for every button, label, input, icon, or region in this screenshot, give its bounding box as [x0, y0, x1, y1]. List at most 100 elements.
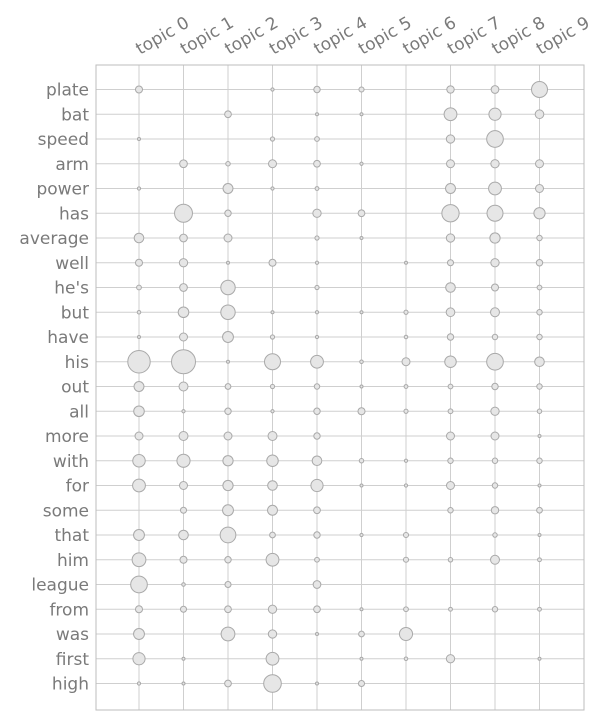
bubble-have-topic-4	[314, 334, 320, 340]
bubble-was-topic-2	[220, 626, 236, 642]
bubble-for-topic-1	[179, 481, 188, 490]
bubble-power-topic-4	[314, 186, 320, 191]
bubble-average-topic-8	[489, 232, 501, 244]
bubble-speed-topic-0	[137, 137, 141, 141]
bubble-his-topic-9	[534, 356, 545, 368]
bubble-hes-topic-2	[220, 279, 236, 296]
bubble-all-topic-0	[133, 405, 145, 418]
bubble-his-topic-3	[264, 353, 281, 371]
bubble-average-topic-7	[445, 233, 456, 243]
bubble-arm-topic-4	[313, 159, 321, 168]
bubble-average-topic-5	[359, 236, 364, 240]
bubble-arm-topic-1	[179, 159, 188, 169]
bubble-plate-topic-9	[531, 81, 548, 98]
bubble-was-topic-3	[267, 629, 278, 639]
y-tick-label: power	[36, 180, 89, 200]
bubble-have-topic-9	[536, 333, 543, 341]
bubble-him-topic-6	[402, 556, 410, 563]
y-tick-label: arm	[55, 155, 89, 175]
bubble-power-topic-8	[488, 181, 502, 196]
bubble-for-topic-3	[267, 480, 278, 491]
bubble-more-topic-7	[446, 431, 455, 441]
bubble-more-topic-3	[267, 431, 278, 441]
bubble-all-topic-5	[357, 407, 366, 416]
bubble-was-topic-5	[358, 630, 365, 638]
bubble-his-topic-8	[486, 352, 504, 371]
bubble-his-topic-6	[401, 357, 411, 367]
bubble-speed-topic-8	[486, 130, 504, 148]
bubble-some-topic-2	[222, 504, 234, 517]
bubble-him-topic-4	[314, 556, 320, 563]
bubble-but-topic-5	[359, 310, 364, 315]
bubble-more-topic-9	[537, 434, 542, 438]
bubble-with-topic-1	[176, 453, 191, 468]
bubble-plate-topic-4	[313, 85, 321, 94]
y-tick-label: high	[52, 675, 89, 695]
bubble-more-topic-1	[178, 431, 189, 441]
bubble-out-topic-4	[313, 383, 321, 390]
y-tick-label: average	[19, 229, 89, 249]
bubble-first-topic-5	[359, 656, 364, 661]
y-tick-label: has	[59, 204, 89, 224]
bubble-have-topic-3	[269, 334, 276, 340]
bubble-more-topic-0	[134, 431, 144, 441]
bubble-arm-topic-8	[490, 159, 500, 169]
bubble-with-topic-6	[403, 458, 409, 463]
bubble-average-topic-2	[223, 233, 233, 243]
y-tick-label: more	[45, 427, 89, 447]
bubble-him-topic-1	[179, 555, 188, 564]
bubble-that-topic-4	[313, 531, 321, 539]
y-tick-label: first	[56, 650, 90, 670]
y-tick-label: him	[57, 551, 89, 571]
bubble-with-topic-5	[358, 458, 365, 464]
bubble-him-topic-0	[131, 552, 147, 568]
bubble-power-topic-3	[270, 186, 275, 191]
bubble-from-topic-2	[224, 605, 232, 614]
bubble-average-topic-4	[314, 235, 320, 241]
bubble-hes-topic-9	[536, 284, 543, 291]
bubble-high-topic-5	[357, 679, 366, 688]
bubble-league-topic-0	[130, 575, 148, 594]
bubble-high-topic-0	[136, 681, 142, 686]
bubble-for-topic-4	[310, 478, 324, 493]
bubble-his-topic-7	[444, 355, 457, 369]
bubble-but-topic-8	[490, 307, 500, 318]
bubble-high-topic-1	[181, 681, 186, 686]
y-tick-label: bat	[61, 105, 89, 125]
bubble-but-topic-0	[136, 309, 142, 315]
bubble-average-topic-0	[133, 232, 145, 244]
bubble-that-topic-3	[269, 531, 276, 539]
bubble-league-topic-1	[181, 582, 186, 587]
bubble-has-topic-2	[224, 209, 232, 217]
y-tick-label: plate	[46, 81, 89, 101]
bubble-well-topic-8	[490, 258, 500, 268]
bubble-well-topic-7	[446, 259, 455, 267]
bubble-well-topic-0	[134, 258, 144, 267]
bubble-league-topic-2	[224, 580, 232, 589]
bubble-but-topic-4	[314, 310, 320, 315]
bubble-for-topic-9	[537, 483, 542, 488]
bubble-first-topic-1	[181, 656, 186, 661]
bubble-that-topic-6	[402, 531, 410, 539]
bubble-more-topic-4	[313, 432, 321, 440]
bubble-have-topic-7	[446, 333, 455, 341]
bubble-but-topic-2	[220, 304, 236, 320]
bubble-high-topic-2	[224, 679, 232, 688]
bubble-plate-topic-3	[270, 87, 275, 92]
y-tick-labels: plate bat speed arm power has average well he's b…	[19, 81, 89, 695]
grid-layer	[96, 65, 584, 710]
bubble-bat-topic-9	[534, 109, 545, 120]
bubble-from-topic-6	[403, 606, 409, 613]
bubble-for-topic-5	[359, 483, 364, 488]
bubble-his-topic-0	[127, 350, 151, 374]
bubble-more-topic-2	[223, 431, 233, 441]
bubble-has-topic-5	[357, 209, 366, 218]
bubble-from-topic-4	[313, 605, 321, 614]
bubble-him-topic-3	[265, 552, 280, 567]
bubble-all-topic-3	[270, 409, 275, 414]
bubble-his-topic-2	[226, 359, 230, 364]
bubble-bat-topic-8	[488, 107, 502, 121]
bubble-some-topic-4	[313, 506, 321, 515]
bubble-plate-topic-5	[358, 86, 365, 93]
